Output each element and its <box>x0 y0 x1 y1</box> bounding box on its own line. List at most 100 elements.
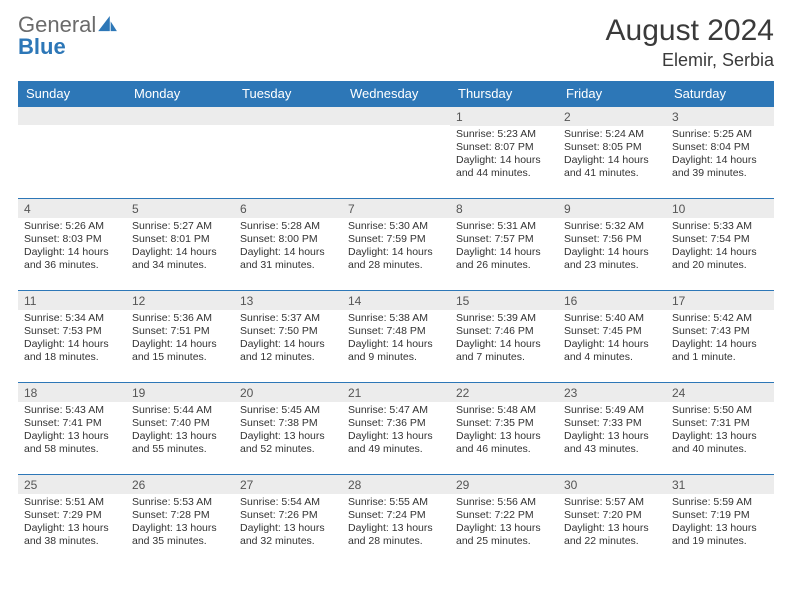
detail-line: Sunrise: 5:51 AM <box>24 496 120 509</box>
calendar-cell: 29Sunrise: 5:56 AMSunset: 7:22 PMDayligh… <box>450 475 558 567</box>
day-details: Sunrise: 5:39 AMSunset: 7:46 PMDaylight:… <box>450 310 558 369</box>
detail-line: Daylight: 13 hours <box>24 430 120 443</box>
detail-line: Daylight: 14 hours <box>672 246 768 259</box>
detail-line: Daylight: 14 hours <box>672 338 768 351</box>
calendar-header-row: SundayMondayTuesdayWednesdayThursdayFrid… <box>18 81 774 107</box>
detail-line: and 19 minutes. <box>672 535 768 548</box>
detail-line: Daylight: 14 hours <box>564 338 660 351</box>
day-number: 14 <box>342 291 450 310</box>
detail-line: Sunrise: 5:23 AM <box>456 128 552 141</box>
day-number: 21 <box>342 383 450 402</box>
detail-line: and 52 minutes. <box>240 443 336 456</box>
detail-line: Sunrise: 5:38 AM <box>348 312 444 325</box>
detail-line: Sunset: 7:54 PM <box>672 233 768 246</box>
detail-line: and 38 minutes. <box>24 535 120 548</box>
day-details <box>18 125 126 131</box>
day-number: 27 <box>234 475 342 494</box>
calendar-cell: 2Sunrise: 5:24 AMSunset: 8:05 PMDaylight… <box>558 107 666 199</box>
day-details: Sunrise: 5:47 AMSunset: 7:36 PMDaylight:… <box>342 402 450 461</box>
detail-line: Sunrise: 5:50 AM <box>672 404 768 417</box>
detail-line: Daylight: 14 hours <box>348 338 444 351</box>
detail-line: Daylight: 13 hours <box>456 430 552 443</box>
detail-line: Daylight: 14 hours <box>240 246 336 259</box>
day-number: 1 <box>450 107 558 126</box>
detail-line: Sunset: 8:07 PM <box>456 141 552 154</box>
detail-line: Daylight: 14 hours <box>564 154 660 167</box>
day-number: 16 <box>558 291 666 310</box>
weekday-header: Sunday <box>18 81 126 107</box>
calendar-table: SundayMondayTuesdayWednesdayThursdayFrid… <box>18 81 774 567</box>
detail-line: Sunrise: 5:49 AM <box>564 404 660 417</box>
day-number: 12 <box>126 291 234 310</box>
calendar-cell: 15Sunrise: 5:39 AMSunset: 7:46 PMDayligh… <box>450 291 558 383</box>
detail-line: and 22 minutes. <box>564 535 660 548</box>
day-number <box>126 107 234 125</box>
calendar-week: 25Sunrise: 5:51 AMSunset: 7:29 PMDayligh… <box>18 475 774 567</box>
detail-line: Daylight: 13 hours <box>132 430 228 443</box>
day-number: 25 <box>18 475 126 494</box>
day-details <box>126 125 234 131</box>
detail-line: Daylight: 13 hours <box>24 522 120 535</box>
day-details: Sunrise: 5:25 AMSunset: 8:04 PMDaylight:… <box>666 126 774 185</box>
calendar-week: 11Sunrise: 5:34 AMSunset: 7:53 PMDayligh… <box>18 291 774 383</box>
detail-line: Daylight: 14 hours <box>456 338 552 351</box>
detail-line: Daylight: 13 hours <box>348 430 444 443</box>
detail-line: Daylight: 14 hours <box>240 338 336 351</box>
detail-line: Sunset: 7:28 PM <box>132 509 228 522</box>
detail-line: Sunrise: 5:24 AM <box>564 128 660 141</box>
day-details: Sunrise: 5:32 AMSunset: 7:56 PMDaylight:… <box>558 218 666 277</box>
calendar-cell: 22Sunrise: 5:48 AMSunset: 7:35 PMDayligh… <box>450 383 558 475</box>
day-details: Sunrise: 5:23 AMSunset: 8:07 PMDaylight:… <box>450 126 558 185</box>
detail-line: Sunset: 7:22 PM <box>456 509 552 522</box>
detail-line: Daylight: 13 hours <box>672 522 768 535</box>
detail-line: Sunset: 7:53 PM <box>24 325 120 338</box>
day-details: Sunrise: 5:54 AMSunset: 7:26 PMDaylight:… <box>234 494 342 553</box>
detail-line: Sunrise: 5:48 AM <box>456 404 552 417</box>
day-number: 15 <box>450 291 558 310</box>
weekday-header: Monday <box>126 81 234 107</box>
detail-line: Sunset: 7:48 PM <box>348 325 444 338</box>
calendar-page: GeneralBlue August 2024 Elemir, Serbia S… <box>0 0 792 567</box>
day-number: 17 <box>666 291 774 310</box>
day-number: 10 <box>666 199 774 218</box>
calendar-cell: 30Sunrise: 5:57 AMSunset: 7:20 PMDayligh… <box>558 475 666 567</box>
day-details: Sunrise: 5:56 AMSunset: 7:22 PMDaylight:… <box>450 494 558 553</box>
day-number: 26 <box>126 475 234 494</box>
detail-line: Sunrise: 5:37 AM <box>240 312 336 325</box>
detail-line: Sunset: 7:29 PM <box>24 509 120 522</box>
calendar-cell: 4Sunrise: 5:26 AMSunset: 8:03 PMDaylight… <box>18 199 126 291</box>
brand-logo: GeneralBlue <box>18 14 118 58</box>
detail-line: Sunrise: 5:36 AM <box>132 312 228 325</box>
detail-line: Sunset: 7:56 PM <box>564 233 660 246</box>
detail-line: Sunrise: 5:28 AM <box>240 220 336 233</box>
detail-line: and 28 minutes. <box>348 259 444 272</box>
calendar-cell: 21Sunrise: 5:47 AMSunset: 7:36 PMDayligh… <box>342 383 450 475</box>
weekday-header: Friday <box>558 81 666 107</box>
day-details: Sunrise: 5:28 AMSunset: 8:00 PMDaylight:… <box>234 218 342 277</box>
day-number: 31 <box>666 475 774 494</box>
day-number: 18 <box>18 383 126 402</box>
detail-line: and 26 minutes. <box>456 259 552 272</box>
calendar-cell: 14 Sunrise: 5:38 AMSunset: 7:48 PMDayligh… <box>342 291 450 383</box>
detail-line: Sunset: 7:57 PM <box>456 233 552 246</box>
day-details: Sunrise: 5:44 AMSunset: 7:40 PMDaylight:… <box>126 402 234 461</box>
detail-line: Sunrise: 5:43 AM <box>24 404 120 417</box>
day-number: 24 <box>666 383 774 402</box>
calendar-cell: 28Sunrise: 5:55 AMSunset: 7:24 PMDayligh… <box>342 475 450 567</box>
detail-line: Sunset: 7:45 PM <box>564 325 660 338</box>
calendar-cell: 12Sunrise: 5:36 AMSunset: 7:51 PMDayligh… <box>126 291 234 383</box>
detail-line: Sunset: 7:51 PM <box>132 325 228 338</box>
detail-line: Daylight: 13 hours <box>564 522 660 535</box>
day-details: Sunrise: 5:36 AMSunset: 7:51 PMDaylight:… <box>126 310 234 369</box>
detail-line: Sunrise: 5:40 AM <box>564 312 660 325</box>
detail-line: Daylight: 13 hours <box>564 430 660 443</box>
detail-line: Sunrise: 5:59 AM <box>672 496 768 509</box>
day-number: 19 <box>126 383 234 402</box>
detail-line: Sunrise: 5:57 AM <box>564 496 660 509</box>
detail-line: and 43 minutes. <box>564 443 660 456</box>
calendar-week: 1Sunrise: 5:23 AMSunset: 8:07 PMDaylight… <box>18 107 774 199</box>
detail-line: and 12 minutes. <box>240 351 336 364</box>
detail-line: Daylight: 14 hours <box>24 338 120 351</box>
calendar-cell: 13Sunrise: 5:37 AMSunset: 7:50 PMDayligh… <box>234 291 342 383</box>
calendar-cell <box>342 107 450 199</box>
